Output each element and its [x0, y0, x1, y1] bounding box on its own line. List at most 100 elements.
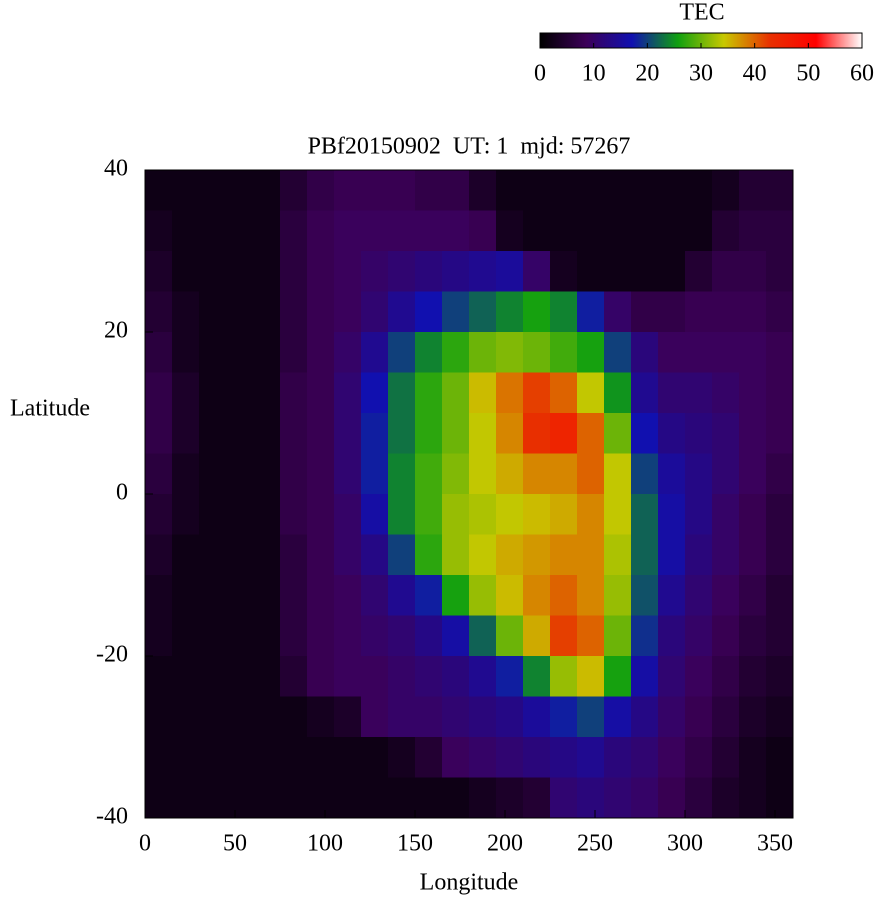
cell: [658, 696, 686, 738]
cell: [307, 251, 335, 292]
cell: [280, 656, 308, 697]
cell: [469, 170, 497, 211]
cell: [523, 696, 551, 738]
cell: [577, 170, 605, 211]
cell: [739, 291, 767, 333]
cell: [604, 696, 632, 738]
cell: [577, 777, 605, 819]
cell: [334, 656, 362, 697]
cell: [145, 737, 173, 778]
cell: [280, 372, 308, 414]
cell: [199, 656, 227, 697]
cell: [415, 777, 443, 819]
cell: [415, 170, 443, 211]
cell: [172, 453, 200, 495]
cell: [226, 615, 254, 657]
cell: [442, 534, 470, 576]
cell: [199, 696, 227, 738]
cell: [361, 372, 389, 414]
cell: [685, 210, 713, 252]
cell: [442, 777, 470, 819]
cell: [766, 534, 794, 576]
cell: [334, 291, 362, 333]
chart-title: PBf20150902 UT: 1 mjd: 57267: [308, 134, 631, 160]
cell: [496, 494, 524, 535]
cell: [469, 534, 497, 576]
cell: [766, 210, 794, 252]
cell: [280, 251, 308, 292]
cell: [550, 372, 578, 414]
cell: [280, 575, 308, 616]
cell: [496, 413, 524, 454]
cell: [145, 777, 173, 819]
cell: [172, 737, 200, 778]
cell: [523, 656, 551, 697]
cell: [145, 210, 173, 252]
cell: [361, 251, 389, 292]
cell: [280, 615, 308, 657]
cell: [577, 453, 605, 495]
cell: [361, 494, 389, 535]
cell: [577, 696, 605, 738]
cell: [415, 210, 443, 252]
cell: [442, 170, 470, 211]
cell: [388, 453, 416, 495]
cell: [442, 615, 470, 657]
cell: [172, 251, 200, 292]
cell: [334, 332, 362, 373]
cell: [415, 332, 443, 373]
cell: [388, 210, 416, 252]
cell: [469, 210, 497, 252]
cell: [523, 737, 551, 778]
cell: [496, 737, 524, 778]
cell: [496, 291, 524, 333]
cell: [307, 534, 335, 576]
cell: [577, 332, 605, 373]
cell: [685, 372, 713, 414]
x-tick-label: 100: [307, 831, 343, 857]
cell: [280, 737, 308, 778]
cell: [307, 737, 335, 778]
cell: [199, 777, 227, 819]
cell: [388, 615, 416, 657]
cell: [550, 453, 578, 495]
colorbar-tick-label: 20: [635, 61, 659, 87]
cell: [172, 777, 200, 819]
cell: [550, 291, 578, 333]
cell: [145, 170, 173, 211]
cell: [334, 615, 362, 657]
cell: [469, 291, 497, 333]
cell: [361, 777, 389, 819]
cell: [199, 534, 227, 576]
cell: [145, 696, 173, 738]
cell: [226, 696, 254, 738]
cell: [685, 453, 713, 495]
cell: [253, 251, 281, 292]
cell: [172, 332, 200, 373]
cell: [631, 534, 659, 576]
cell: [334, 737, 362, 778]
cell: [388, 737, 416, 778]
cell: [226, 413, 254, 454]
cell: [334, 251, 362, 292]
x-axis-label: Longitude: [420, 870, 519, 896]
cell: [739, 453, 767, 495]
cell: [712, 777, 740, 819]
cell: [442, 453, 470, 495]
cell: [577, 372, 605, 414]
cell: [631, 210, 659, 252]
cell: [361, 413, 389, 454]
colorbar-tick-label: 50: [796, 61, 820, 87]
cell: [253, 534, 281, 576]
cell: [496, 575, 524, 616]
cell: [469, 251, 497, 292]
cell: [415, 251, 443, 292]
cell: [253, 291, 281, 333]
cell: [226, 737, 254, 778]
cell: [712, 737, 740, 778]
cell: [469, 656, 497, 697]
cell: [604, 291, 632, 333]
x-tick-label: 350: [757, 831, 793, 857]
colorbar-tick-label: 30: [689, 61, 713, 87]
cell: [469, 575, 497, 616]
